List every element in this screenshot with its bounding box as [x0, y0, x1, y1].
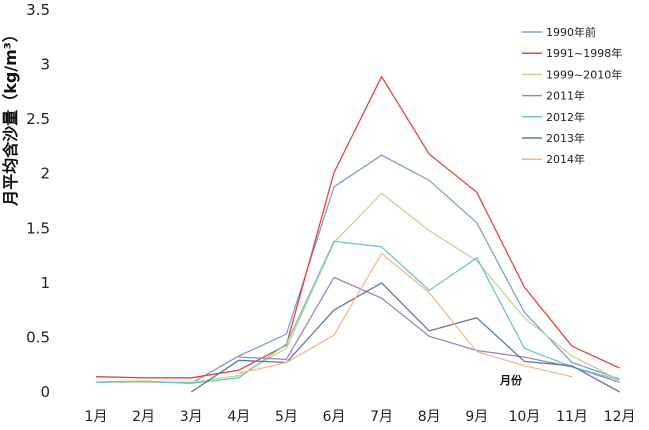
y-tick-label: 3.5 — [26, 1, 50, 19]
legend-label: 1990年前 — [546, 25, 596, 39]
legend-label: 1991~1998年 — [546, 46, 622, 60]
series-line-7 — [238, 252, 573, 378]
y-tick-label: 1 — [40, 274, 50, 292]
x-tick-label: 5月 — [275, 409, 298, 425]
x-tick-label: 7月 — [370, 409, 393, 425]
x-tick-label: 9月 — [465, 409, 488, 425]
x-tick-label: 2月 — [132, 409, 155, 425]
y-tick-label: 2 — [40, 165, 50, 183]
y-axis-title: 月平均含沙量（kg/m³） — [1, 26, 20, 207]
series-line-2 — [95, 75, 620, 379]
series-line-3 — [96, 192, 620, 383]
series-line-5 — [95, 240, 620, 384]
y-tick-labels: 0 0.5 1 1.5 2 2.5 3 3.5 — [26, 1, 50, 401]
x-tick-label: 3月 — [180, 409, 203, 425]
x-tick-label: 8月 — [418, 409, 441, 425]
y-tick-label: 0.5 — [26, 328, 50, 346]
x-tick-label: 10月 — [508, 409, 540, 425]
x-tick-label: 6月 — [323, 409, 346, 425]
y-tick-label: 1.5 — [26, 219, 50, 237]
x-axis-title: 月份 — [499, 373, 523, 387]
x-tick-label: 4月 — [227, 409, 250, 425]
series-line-1 — [95, 154, 620, 384]
legend: 1990年前 1991~1998年 1999~2010年 2011年 2012年 2013… — [522, 25, 622, 166]
series-line-6 — [190, 282, 620, 393]
x-tick-label: 11月 — [556, 409, 588, 425]
x-tick-label: 1月 — [85, 409, 108, 425]
y-tick-label: 0 — [40, 383, 50, 401]
x-tick-labels: 1月 2月 3月 4月 5月 6月 7月 8月 9月 10月 11月 12月 — [85, 409, 636, 425]
y-tick-label: 3 — [40, 56, 50, 74]
legend-label: 2014年 — [546, 152, 585, 166]
y-tick-label: 2.5 — [26, 110, 50, 128]
x-tick-label: 12月 — [604, 409, 636, 425]
legend-label: 2012年 — [546, 110, 585, 124]
legend-label: 1999~2010年 — [546, 67, 622, 81]
series-lines — [95, 75, 620, 393]
legend-label: 2011年 — [546, 89, 585, 103]
legend-label: 2013年 — [546, 131, 585, 145]
series-line-4 — [238, 276, 620, 383]
